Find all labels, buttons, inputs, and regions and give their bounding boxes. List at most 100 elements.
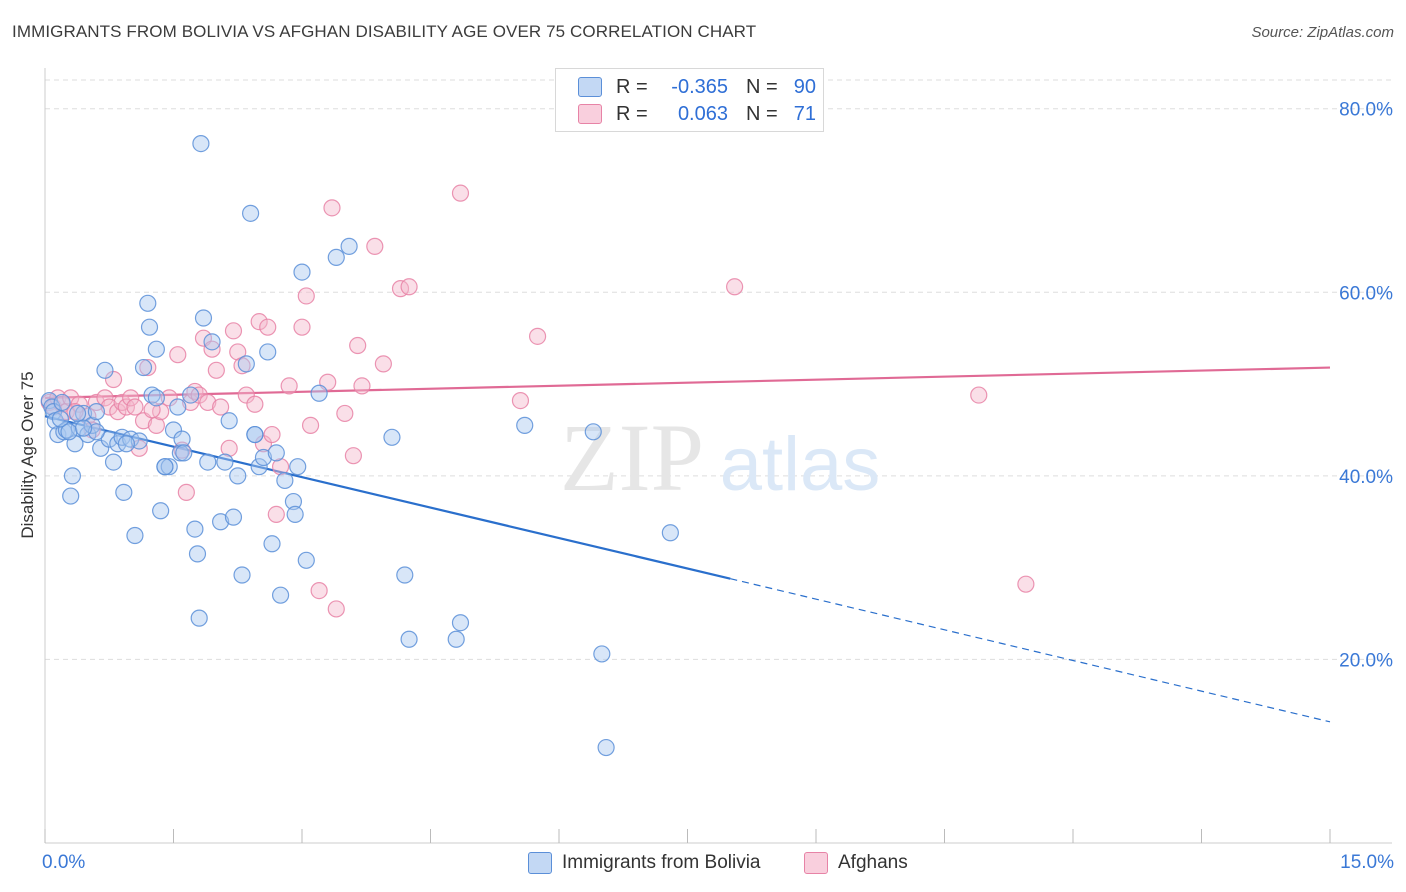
point-bolivia — [87, 403, 106, 421]
point-bolivia — [152, 502, 170, 520]
point-bolivia — [220, 412, 238, 430]
point-bolivia — [51, 410, 70, 428]
point-bolivia — [284, 492, 303, 511]
point-bolivia — [130, 432, 148, 450]
point-afghans — [160, 389, 178, 407]
point-bolivia — [192, 134, 210, 153]
point-afghans — [87, 393, 106, 412]
point-afghans — [374, 355, 392, 373]
point-afghans — [109, 403, 127, 421]
point-afghans — [199, 393, 217, 412]
point-bolivia — [190, 609, 208, 627]
point-afghans — [400, 278, 418, 296]
point-bolivia — [175, 444, 193, 462]
point-bolivia — [140, 318, 159, 336]
point-afghans — [100, 398, 118, 416]
r-label: R = — [616, 102, 648, 125]
point-afghans — [237, 386, 255, 404]
point-afghans — [297, 287, 315, 305]
point-bolivia — [276, 471, 294, 490]
point-afghans — [224, 322, 243, 340]
y-tick-label: 80.0% — [1339, 100, 1393, 121]
y-axis-label: Disability Age Over 75 — [18, 371, 37, 539]
point-afghans — [970, 386, 988, 404]
point-bolivia — [53, 393, 71, 412]
point-afghans — [104, 370, 123, 389]
point-bolivia — [126, 526, 144, 545]
point-bolivia — [584, 423, 602, 441]
point-afghans — [310, 581, 328, 600]
point-bolivia — [160, 458, 178, 476]
point-bolivia — [134, 358, 153, 377]
point-bolivia — [259, 343, 277, 361]
point-bolivia — [516, 416, 534, 434]
point-bolivia — [139, 294, 157, 312]
point-bolivia — [597, 738, 615, 757]
legend-swatch-blue — [578, 77, 602, 97]
point-afghans — [336, 404, 354, 423]
point-bolivia — [327, 248, 345, 267]
point-bolivia — [340, 237, 358, 255]
point-bolivia — [212, 513, 230, 531]
point-bolivia — [92, 439, 110, 457]
point-afghans — [349, 336, 367, 355]
legend-item-bolivia: Immigrants from Bolivia — [528, 852, 761, 874]
point-bolivia — [147, 340, 165, 358]
point-bolivia — [293, 263, 311, 281]
point-afghans — [271, 458, 290, 476]
point-afghans — [366, 237, 384, 255]
point-bolivia — [74, 419, 93, 437]
point-bolivia — [169, 398, 187, 416]
point-afghans — [147, 416, 165, 434]
point-afghans — [301, 416, 320, 434]
point-bolivia — [297, 551, 315, 569]
point-afghans — [212, 398, 230, 416]
point-bolivia — [117, 435, 135, 453]
point-bolivia — [289, 458, 307, 476]
point-bolivia — [182, 386, 200, 404]
r-value: -0.365 — [671, 75, 728, 98]
point-afghans — [267, 505, 285, 524]
legend-item-afghans: Afghans — [804, 852, 908, 874]
point-afghans — [130, 439, 148, 457]
r-value: 0.063 — [677, 102, 728, 125]
point-afghans — [353, 377, 371, 395]
point-afghans — [528, 327, 547, 345]
point-bolivia — [286, 505, 304, 524]
trend-line-bolivia-extrapolated — [730, 578, 1331, 723]
point-bolivia — [661, 524, 679, 542]
point-bolivia — [173, 430, 191, 448]
point-afghans — [177, 483, 195, 501]
point-afghans — [1017, 575, 1035, 593]
point-afghans — [344, 447, 362, 465]
point-bolivia — [87, 423, 106, 441]
point-bolivia — [115, 483, 133, 501]
point-bolivia — [62, 487, 80, 505]
point-afghans — [169, 346, 187, 364]
axes — [44, 68, 1392, 844]
n-value: 71 — [793, 102, 816, 125]
trend-line-bolivia — [44, 415, 731, 580]
point-afghans — [139, 358, 157, 377]
zipatlas-watermark: ZIP atlas — [560, 404, 880, 511]
point-afghans — [323, 199, 341, 217]
legend-swatch-blue — [528, 852, 552, 874]
point-bolivia — [104, 453, 123, 471]
n-label: N = — [746, 102, 778, 125]
point-bolivia — [96, 361, 114, 379]
trend-lines — [44, 366, 1331, 723]
legend-row-bolivia: R = -0.365 N = 90 — [578, 73, 816, 101]
point-bolivia — [246, 425, 264, 444]
y-tick-label: 20.0% — [1339, 650, 1393, 671]
x-tick-max: 15.0% — [1340, 852, 1394, 873]
point-bolivia — [216, 453, 234, 471]
point-bolivia — [451, 614, 470, 632]
point-afghans — [511, 391, 530, 410]
point-bolivia — [156, 458, 174, 476]
y-tick-label: 40.0% — [1339, 467, 1393, 488]
y-tick-labels: 20.0% 40.0% 60.0% 80.0% — [1339, 100, 1393, 672]
point-bolivia — [60, 423, 78, 441]
point-bolivia — [263, 535, 281, 553]
point-afghans — [220, 439, 238, 457]
y-tick-label: 60.0% — [1339, 283, 1393, 304]
